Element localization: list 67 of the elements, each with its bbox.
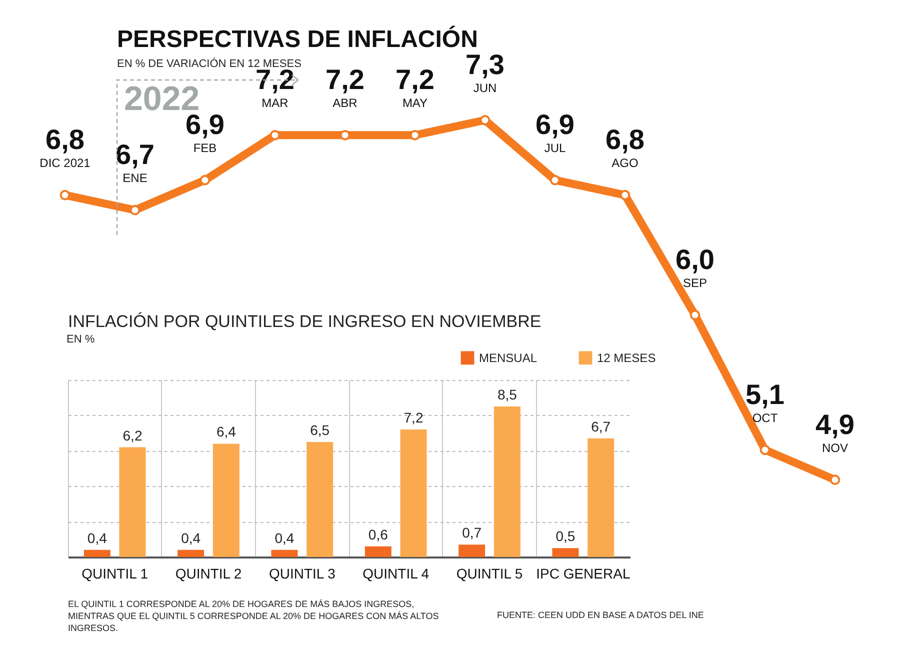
data-label: 8,5 (497, 386, 518, 403)
point (830, 474, 840, 486)
bar (119, 447, 146, 557)
chart-subtitle: EN % DE VARIACIÓN EN 12 MESES (117, 58, 302, 70)
point (130, 204, 140, 216)
data-label: 7,2 (404, 410, 424, 426)
bar (458, 544, 486, 557)
point (550, 174, 560, 186)
data-label: 6,9 (536, 109, 574, 140)
category-label: NOV (822, 440, 848, 455)
category-label: JUL (544, 141, 566, 156)
data-label: 6,7 (591, 418, 611, 434)
data-label: 0,4 (274, 530, 294, 546)
text: EL QUINTIL 1 CORRESPONDE AL 20% DE HOGARES DE MÁS BAJOS INGRESOS, MIENTRAS QUE EL QUINTIL 5 CORRESPONDE AL 20% DE HOGARES CON MÁS ALTOS INGRESOS. (68, 598, 440, 634)
category-label: ABR (332, 96, 358, 110)
point (760, 444, 770, 456)
data-label: 0,7 (462, 524, 482, 541)
bar (552, 548, 579, 557)
source-note: FUENTE: CEEN UDD EN BASE A DATOS DEL INE (497, 610, 704, 620)
data-label: 0,6 (368, 526, 388, 542)
bar (271, 550, 298, 557)
bar (364, 546, 392, 557)
category-label: MAR (262, 96, 288, 110)
data-label: 4,9 (816, 408, 854, 440)
x-tick-label: QUINTIL 2 (175, 566, 242, 582)
data-label: 6,2 (122, 427, 142, 444)
bar (588, 438, 614, 557)
category-label: FEB (193, 141, 217, 156)
category-label: JUN (473, 81, 497, 96)
point (620, 190, 630, 200)
point (200, 174, 210, 186)
legend-label: 12 MESES (597, 350, 656, 365)
category-label: OCT (752, 410, 778, 425)
data-label: 0,4 (181, 530, 201, 546)
point (60, 190, 70, 200)
data-label: 5,1 (746, 378, 784, 410)
data-label: 0,5 (556, 528, 576, 544)
category-label: MAY (402, 96, 428, 110)
data-label: 6,7 (116, 139, 154, 170)
point (480, 114, 490, 126)
data-label: 6,4 (216, 424, 236, 440)
x-tick-label: QUINTIL 4 (362, 566, 430, 582)
data-label: 7,2 (396, 64, 434, 96)
legend-label: MENSUAL (479, 350, 538, 365)
category-label: ENE (122, 171, 148, 186)
x-tick-label: QUINTIL 3 (268, 566, 336, 582)
data-label: 7,2 (326, 64, 364, 96)
category-label: DIC 2021 (40, 156, 90, 170)
bar (494, 406, 520, 557)
bar (178, 550, 204, 557)
y-axis-title: EN % (66, 334, 95, 346)
data-label: 0,4 (87, 530, 108, 546)
x-tick-label: QUINTIL 5 (456, 566, 523, 582)
category-label: AGO (612, 156, 638, 170)
point (690, 310, 700, 320)
data-label: 6,0 (676, 244, 714, 275)
x-tick-label: IPC GENERAL (536, 566, 630, 582)
data-label: 6,8 (606, 124, 644, 156)
data-label: 6,8 (46, 124, 84, 156)
chart-title: INFLACIÓN POR QUINTILES DE INGRESO EN NOVIEMBRE (68, 312, 542, 332)
x-tick-label: QUINTIL 1 (82, 566, 148, 582)
bar (306, 442, 334, 557)
data-label: 6,5 (310, 422, 330, 438)
bar (400, 430, 427, 557)
bar (84, 550, 110, 557)
bar (212, 444, 240, 557)
category-label: SEP (682, 276, 708, 290)
